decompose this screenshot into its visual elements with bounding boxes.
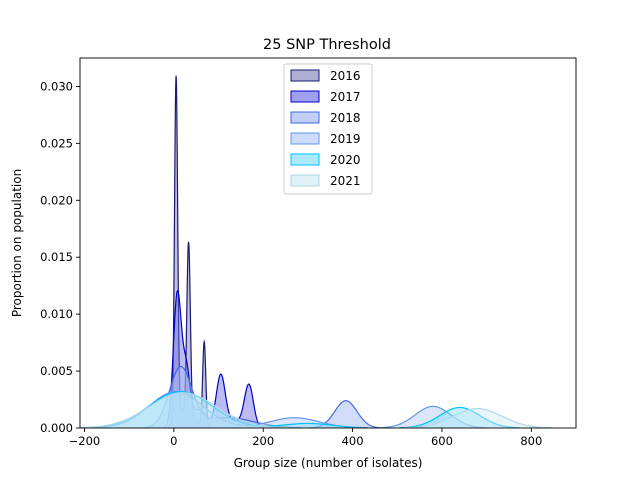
series-line-2021 bbox=[80, 392, 551, 428]
x-tick-label: 400 bbox=[342, 434, 364, 448]
x-tick-label: 600 bbox=[431, 434, 453, 448]
series-area-2021 bbox=[80, 392, 576, 428]
series-area-2017 bbox=[80, 290, 576, 428]
legend-label-2018: 2018 bbox=[330, 111, 361, 125]
y-tick-label: 0.020 bbox=[40, 193, 73, 207]
legend-swatch-2019 bbox=[290, 132, 320, 145]
legend-label-2019: 2019 bbox=[330, 132, 361, 146]
legend: 2016 2017 2018 2019 2020 2021 bbox=[283, 63, 373, 195]
legend-swatch-2016 bbox=[290, 69, 320, 82]
legend-swatch-2018 bbox=[290, 111, 320, 124]
y-tick-label: 0.025 bbox=[40, 136, 73, 150]
series-line-2017 bbox=[162, 289, 264, 428]
x-tick-label: 200 bbox=[252, 434, 274, 448]
x-tick-label: 800 bbox=[520, 434, 542, 448]
legend-swatch-2020 bbox=[290, 153, 320, 166]
series-area-2019 bbox=[80, 391, 576, 428]
series-line-2016 bbox=[165, 75, 210, 428]
legend-label-2020: 2020 bbox=[330, 153, 361, 167]
legend-swatch-2017 bbox=[290, 90, 320, 103]
y-axis-label: Proportion on population bbox=[10, 169, 24, 317]
y-tick-label: 0.000 bbox=[40, 421, 73, 435]
series-layer bbox=[80, 75, 576, 428]
x-axis: −200 0 200 400 600 800 bbox=[69, 428, 542, 448]
legend-label-2017: 2017 bbox=[330, 90, 361, 104]
y-tick-label: 0.030 bbox=[40, 79, 73, 93]
chart-title: 25 SNP Threshold bbox=[263, 37, 391, 53]
y-tick-label: 0.010 bbox=[40, 307, 73, 321]
series-line-2019 bbox=[90, 390, 487, 428]
plot-frame bbox=[79, 57, 577, 429]
x-axis-label: Group size (number of isolates) bbox=[234, 456, 423, 470]
y-tick-label: 0.005 bbox=[40, 364, 73, 378]
legend-swatch-2021 bbox=[290, 174, 320, 187]
legend-label-2016: 2016 bbox=[330, 69, 361, 83]
legend-label-2021: 2021 bbox=[330, 174, 361, 188]
x-tick-label: −200 bbox=[69, 434, 101, 448]
y-axis: 0.000 0.005 0.010 0.015 0.020 0.025 0.030 bbox=[40, 79, 80, 435]
x-tick-label: 0 bbox=[170, 434, 177, 448]
y-tick-label: 0.015 bbox=[40, 250, 73, 264]
